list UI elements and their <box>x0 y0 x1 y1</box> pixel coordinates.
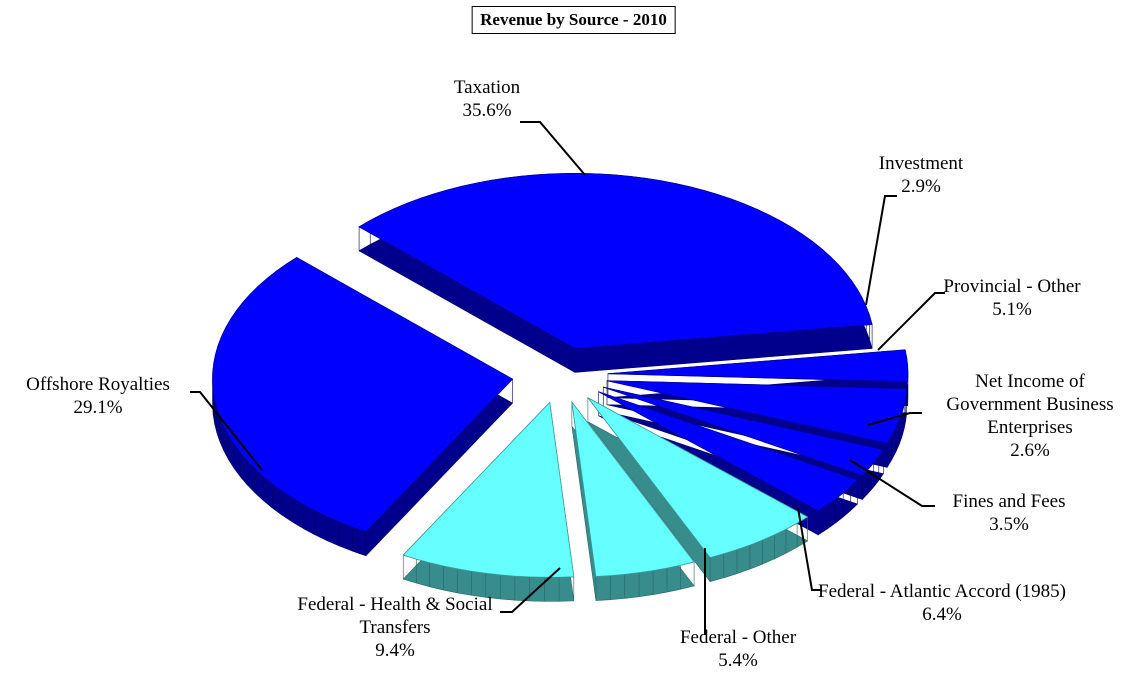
data-label: Offshore Royalties 29.1% <box>0 373 198 419</box>
slice-top <box>212 257 514 533</box>
data-label: Net Income of Government Business Enterp… <box>930 370 1130 462</box>
data-label: Federal - Atlantic Accord (1985) 6.4% <box>812 580 1072 626</box>
slice <box>358 173 873 373</box>
chart-title: Revenue by Source - 2010 <box>471 6 676 34</box>
slice-side <box>598 391 858 536</box>
slice-side <box>402 401 575 602</box>
leader-line <box>500 567 561 613</box>
slice-value: 29.1% <box>73 397 123 418</box>
slice-value: 5.4% <box>718 650 758 671</box>
slice-value: 2.9% <box>901 176 941 197</box>
slice <box>598 391 859 536</box>
slice <box>402 401 575 602</box>
leader-line <box>877 292 945 351</box>
slice-name: Federal - Atlantic Accord (1985) <box>818 581 1066 602</box>
slice-value: 5.1% <box>992 299 1032 320</box>
slice-value: 9.4% <box>375 640 415 661</box>
slice <box>212 256 514 557</box>
slice-name: Investment <box>878 153 964 174</box>
slice-name: Provincial - Other <box>943 276 1081 297</box>
data-label: Taxation 35.6% <box>407 76 567 122</box>
slice-value: 6.4% <box>922 604 962 625</box>
slice-name: Net Income of Government Business Enterp… <box>946 371 1114 438</box>
leader-line <box>849 459 935 507</box>
leader-line <box>865 195 897 306</box>
data-label: Federal - Health & Social Transfers 9.4% <box>285 593 505 662</box>
slice-top <box>571 400 695 577</box>
slice-top <box>598 391 859 512</box>
slice <box>571 400 695 601</box>
slice-top <box>607 349 909 383</box>
slice-name: Fines and Fees <box>952 491 1066 512</box>
slice-name: Federal - Other <box>679 627 797 648</box>
data-label: Fines and Fees 3.5% <box>929 490 1089 536</box>
slice-value: 35.6% <box>462 100 512 121</box>
leader-line <box>797 507 822 591</box>
slice-top <box>402 401 575 578</box>
slice-name: Federal - Health & Social Transfers <box>297 594 493 638</box>
slice-name: Offshore Royalties <box>26 374 170 395</box>
slice-top <box>603 386 885 476</box>
slice-value: 2.6% <box>1010 440 1050 461</box>
data-label: Federal - Other 5.4% <box>653 626 823 672</box>
data-label: Investment 2.9% <box>841 152 1001 198</box>
slice-top <box>358 173 873 349</box>
slice-value: 3.5% <box>989 514 1029 535</box>
leader-line <box>867 412 922 426</box>
slice-name: Taxation <box>453 77 521 98</box>
data-label: Provincial - Other 5.1% <box>917 275 1107 321</box>
leader-line <box>190 391 263 471</box>
leader-line <box>520 121 586 176</box>
